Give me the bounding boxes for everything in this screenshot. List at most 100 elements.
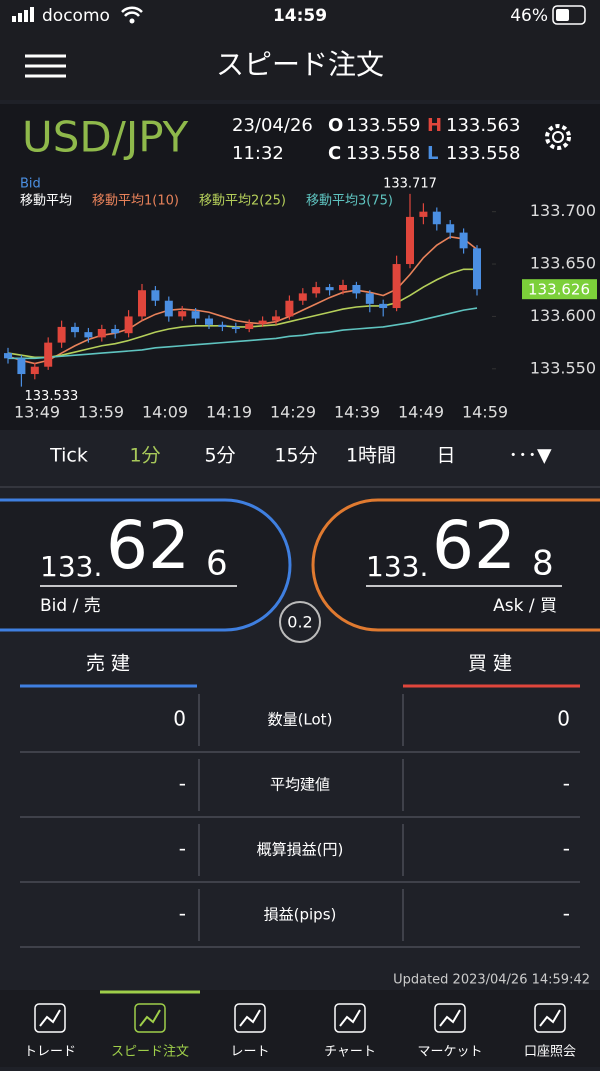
sell-value: - [179, 772, 186, 796]
nav-icon-glyph [239, 1009, 261, 1027]
timeframe-tab[interactable]: 1時間 [346, 445, 396, 467]
timeframe-tab[interactable]: 1分 [129, 445, 160, 467]
bid-outline [0, 498, 292, 632]
y-tick-label: 133.650 [530, 254, 596, 273]
candle-body [419, 211, 428, 217]
sell-header: 売 建 [86, 653, 130, 675]
candle-body [97, 329, 106, 338]
x-tick-label: 14:09 [142, 403, 188, 422]
buy-value: - [563, 902, 570, 926]
battery-icon [552, 5, 586, 25]
nav-icon-glyph [139, 1009, 161, 1027]
nav-item[interactable]: 口座照会 [524, 1003, 576, 1060]
chart: 移動平均1(10) 移動平均2(25) 移動平均3(75) 133.550 133.60… [4, 176, 597, 422]
nav-item[interactable]: チャート [324, 1003, 376, 1060]
buy-value: - [563, 772, 570, 796]
nav-label: 口座照会 [524, 1045, 576, 1060]
buy-value: 0 [557, 707, 570, 731]
nav-icon [434, 1003, 466, 1033]
sell-value: 0 [173, 707, 186, 731]
battery-percent: 46% [510, 6, 548, 26]
nav-icon [334, 1003, 366, 1033]
bid-big: 62 [106, 507, 190, 584]
timeframe-tab[interactable]: 15分 [274, 445, 317, 467]
timeframe-tab[interactable]: ･･･▼ [508, 445, 552, 467]
carrier: docomo [42, 6, 110, 26]
candle-body [124, 316, 133, 334]
settings-button[interactable] [545, 124, 571, 150]
last-price-tag [522, 279, 597, 300]
legend-entry: 移動平均1(10) [92, 194, 179, 209]
nav-icon-glyph [439, 1009, 461, 1027]
x-tick-label: 14:59 [462, 403, 508, 422]
gear-teeth [545, 124, 571, 150]
price-side: Bid [20, 177, 41, 192]
menu-button[interactable] [25, 54, 66, 78]
sell-value: - [179, 902, 186, 926]
candle-body [446, 224, 455, 233]
spread-circle [279, 601, 321, 643]
timeframe-tab[interactable]: Tick [49, 445, 88, 467]
candle-body [71, 326, 79, 333]
high-price: 133.563 [446, 115, 520, 136]
y-tick-label: 133.700 [530, 201, 596, 220]
positions-table: 0 数量(Lot) 0 - 平均建値 - - 概算損益(円) - - 損益(pips) - [20, 694, 580, 948]
nav-icon [534, 1003, 566, 1033]
wifi-dot [129, 18, 135, 24]
close-key: C [328, 143, 341, 164]
high-key: H [427, 115, 442, 136]
nav-item[interactable]: マーケット [417, 1003, 483, 1060]
nav-label: レート [230, 1045, 269, 1060]
ask-label: Ask / 買 [493, 596, 557, 616]
candle-body [44, 342, 53, 367]
bottom-nav [0, 990, 600, 1067]
quote-date: 23/04/26 [232, 115, 313, 136]
timeframe-tab[interactable]: 日 [436, 445, 455, 467]
battery-level [556, 9, 569, 21]
low-price: 133.558 [446, 143, 520, 164]
spread: 0.2 [287, 613, 312, 632]
nav-item[interactable]: スピード注文 [100, 990, 200, 1060]
candle-body [406, 216, 414, 265]
candle-body [84, 332, 93, 338]
candle-body [352, 285, 361, 294]
candle-body [191, 311, 200, 319]
buy-header: 買 建 [468, 653, 512, 675]
y-tick-label: 133.550 [530, 358, 596, 377]
candle-body [218, 324, 227, 327]
nav-icon-glyph [339, 1009, 361, 1027]
candle-body [473, 248, 481, 290]
wifi-icon [121, 6, 143, 17]
candle-body [285, 300, 294, 317]
legend-entry: 移動平均2(25) [199, 194, 286, 209]
header-title: スピード注文 [216, 48, 384, 81]
timeframe-tab[interactable]: 5分 [204, 445, 235, 467]
candle-body [379, 303, 388, 309]
candle-body [111, 329, 120, 334]
nav-item[interactable]: トレード [24, 1003, 76, 1060]
candle-body [298, 293, 307, 301]
candle-body [392, 264, 401, 309]
moving-average-line [8, 307, 478, 360]
candle-body [459, 232, 468, 249]
candle-body [57, 326, 66, 343]
nav-icon-glyph [539, 1009, 561, 1027]
ask-big: 62 [432, 507, 516, 584]
nav-label: チャート [324, 1045, 376, 1060]
row-label: 数量(Lot) [268, 711, 333, 729]
nav-label: マーケット [417, 1045, 482, 1060]
y-tick-label: 133.600 [530, 306, 596, 325]
clock: 14:59 [273, 6, 327, 26]
low-key: L [427, 143, 438, 164]
quote-time: 11:32 [232, 143, 284, 164]
ask-button[interactable]: 133. 62 8 Ask / 買 [311, 498, 600, 632]
candle-body [17, 358, 26, 375]
nav-item[interactable]: レート [230, 1003, 270, 1060]
bid-button[interactable]: 133. 62 6 Bid / 売 [0, 498, 292, 632]
signal-icon [12, 7, 34, 22]
bid-small: 6 [206, 544, 228, 584]
candle-body [245, 323, 254, 329]
bid-label: Bid / 売 [40, 596, 101, 616]
